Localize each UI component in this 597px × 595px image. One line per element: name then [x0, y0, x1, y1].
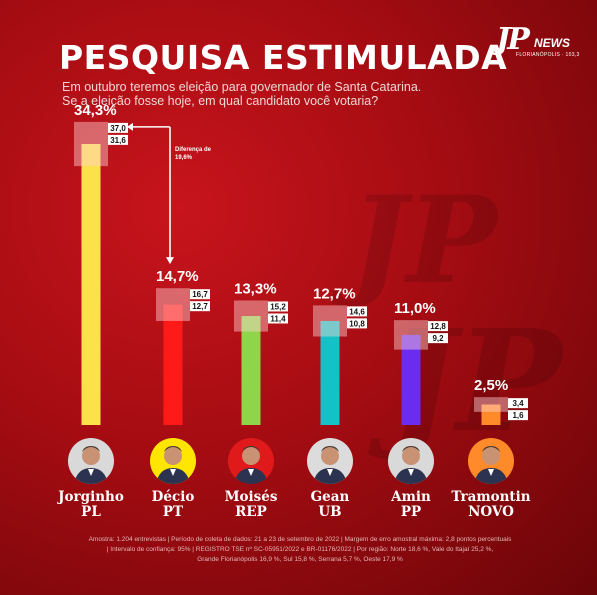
bar-6	[481, 404, 501, 425]
candidate-label: Moisés REP	[201, 490, 301, 520]
value-label-3: 13,3%	[234, 280, 277, 297]
candidate-name: Décio	[151, 489, 195, 505]
chart-title: PESQUISA ESTIMULADA	[59, 38, 508, 77]
margin-band-3	[234, 300, 268, 332]
candidate-party: REP	[235, 504, 267, 520]
difference-note-line-1: Diferença de	[175, 147, 212, 153]
candidate-label: Décio PT	[123, 490, 223, 520]
bar-5	[401, 334, 421, 425]
candidate-photo	[388, 438, 434, 484]
watermark-logo: JP	[350, 170, 498, 311]
margin-band-6	[474, 397, 508, 412]
logo-jp-mark: JP	[496, 22, 530, 57]
bar-2	[163, 304, 183, 425]
chart-subtitle-line-1: Em outubro teremos eleição para governad…	[62, 80, 422, 94]
methodology-footer: Amostra: 1.204 entrevistas | Período de …	[80, 535, 520, 565]
value-label-6: 2,5%	[474, 377, 508, 394]
candidate-label: Amin PP	[361, 490, 461, 520]
candidate-party: PT	[162, 504, 184, 520]
lower-bound-box-2	[190, 301, 210, 312]
lower-bound-label-6: 1,6	[512, 411, 524, 420]
upper-bound-label-2: 16,7	[192, 290, 208, 299]
candidate-photo	[468, 438, 514, 484]
candidate-name: Moisés	[224, 489, 278, 505]
lower-bound-label-5: 9,2	[432, 334, 444, 343]
person-icon	[394, 446, 428, 484]
bar-3	[241, 316, 261, 425]
chart-subtitle-line-2: Se a eleição fosse hoje, em qual candida…	[62, 94, 379, 108]
lower-bound-label-4: 10,8	[349, 319, 365, 328]
upper-bound-box-2	[190, 289, 210, 300]
candidate-photo	[307, 438, 353, 484]
candidate-photo	[228, 438, 274, 484]
lower-bound-label-2: 12,7	[192, 302, 208, 311]
candidate-photo	[68, 438, 114, 484]
person-icon	[74, 446, 108, 484]
candidate-label: Gean UB	[280, 490, 380, 520]
lower-bound-box-6	[508, 410, 528, 421]
upper-bound-label-1: 37,0	[110, 124, 126, 133]
logo-news-text: NEWS	[534, 36, 570, 50]
upper-bound-label-4: 14,6	[349, 307, 365, 316]
person-icon	[156, 446, 190, 484]
bar-1	[81, 144, 101, 425]
upper-bound-box-6	[508, 398, 528, 409]
margin-band-1	[74, 121, 108, 167]
margin-band-4	[313, 305, 347, 337]
difference-arrowhead-left	[127, 122, 133, 131]
jp-news-logo: JP NEWS FLORIANÓPOLIS · 103,3	[496, 22, 579, 62]
value-label-4: 12,7%	[313, 285, 356, 302]
candidate-label: Tramontin NOVO	[441, 490, 541, 520]
footer-line: Grande Florianópolis 16,9 %, Sul 15,8 %,…	[197, 556, 403, 563]
margin-band-2	[156, 288, 190, 321]
candidate-label: Jorginho PL	[41, 490, 141, 520]
difference-note-value: 19,6%	[175, 155, 193, 161]
candidate-photo	[150, 438, 196, 484]
lower-bound-box-5	[428, 333, 448, 344]
candidate-name: Tramontin	[451, 489, 531, 505]
candidate-party: UB	[318, 504, 342, 520]
lower-bound-box-1	[108, 134, 128, 145]
value-label-5: 11,0%	[394, 300, 436, 317]
candidate-party: PL	[81, 504, 101, 520]
bar-4	[320, 320, 340, 425]
upper-bound-label-3: 15,2	[270, 302, 286, 311]
candidate-name: Jorginho	[58, 489, 124, 505]
upper-bound-label-6: 3,4	[512, 399, 524, 408]
logo-station-text: FLORIANÓPOLIS · 103,3	[516, 52, 580, 58]
lower-bound-label-3: 11,4	[270, 314, 286, 323]
candidate-name: Amin	[391, 489, 431, 505]
value-label-2: 14,7%	[156, 268, 199, 285]
footer-line: Amostra: 1.204 entrevistas | Período de …	[88, 536, 512, 543]
difference-arrowhead-down	[166, 257, 174, 265]
value-label-1: 34,3%	[74, 102, 117, 119]
lower-bound-label-1: 31,6	[110, 136, 126, 145]
upper-bound-box-4	[347, 306, 367, 317]
upper-bound-label-5: 12,8	[430, 322, 446, 331]
margin-band-5	[394, 320, 428, 350]
candidate-party: PP	[400, 504, 422, 520]
lower-bound-box-3	[268, 313, 288, 324]
person-icon	[474, 446, 508, 484]
upper-bound-box-1	[108, 122, 128, 133]
upper-bound-box-5	[428, 321, 448, 332]
lower-bound-box-4	[347, 318, 367, 329]
candidate-party: NOVO	[468, 504, 514, 520]
person-icon	[313, 446, 347, 484]
person-icon	[234, 446, 268, 484]
upper-bound-box-3	[268, 301, 288, 312]
footer-line: | Intervalo de confiança: 95% | REGISTRO…	[106, 546, 494, 553]
candidate-name: Gean	[310, 489, 350, 505]
